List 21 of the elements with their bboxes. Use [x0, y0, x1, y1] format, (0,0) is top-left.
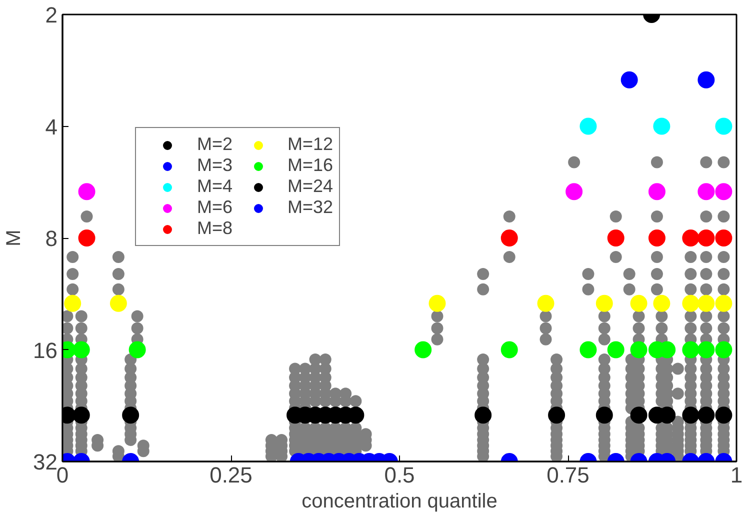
legend-label: M=4	[197, 176, 233, 197]
y-tick-label: 2	[45, 2, 58, 28]
legend-label: M=16	[288, 155, 334, 176]
y-tick-label: 16	[33, 338, 58, 363]
legend-label: M=6	[197, 197, 233, 218]
y-tick-label: 8	[45, 226, 58, 251]
x-tick-label: 0.75	[546, 462, 590, 488]
legend-label: M=3	[197, 155, 233, 176]
legend-label: M=32	[288, 197, 334, 218]
y-tick-label: 32	[33, 450, 58, 474]
x-tick-label: 0.5	[384, 462, 415, 488]
x-tick-label: 0.25	[210, 462, 252, 488]
legend-label: M=24	[288, 176, 334, 197]
legend-label: M=8	[197, 218, 233, 239]
y-tick-label: 4	[45, 114, 58, 140]
legend-label: M=2	[197, 134, 233, 155]
x-tick-label: 1	[730, 462, 743, 488]
x-axis-title: concentration quantile	[302, 490, 498, 512]
x-tick-label: 0	[56, 462, 69, 488]
y-axis-title: M	[3, 230, 26, 246]
legend-label: M=12	[288, 134, 334, 155]
